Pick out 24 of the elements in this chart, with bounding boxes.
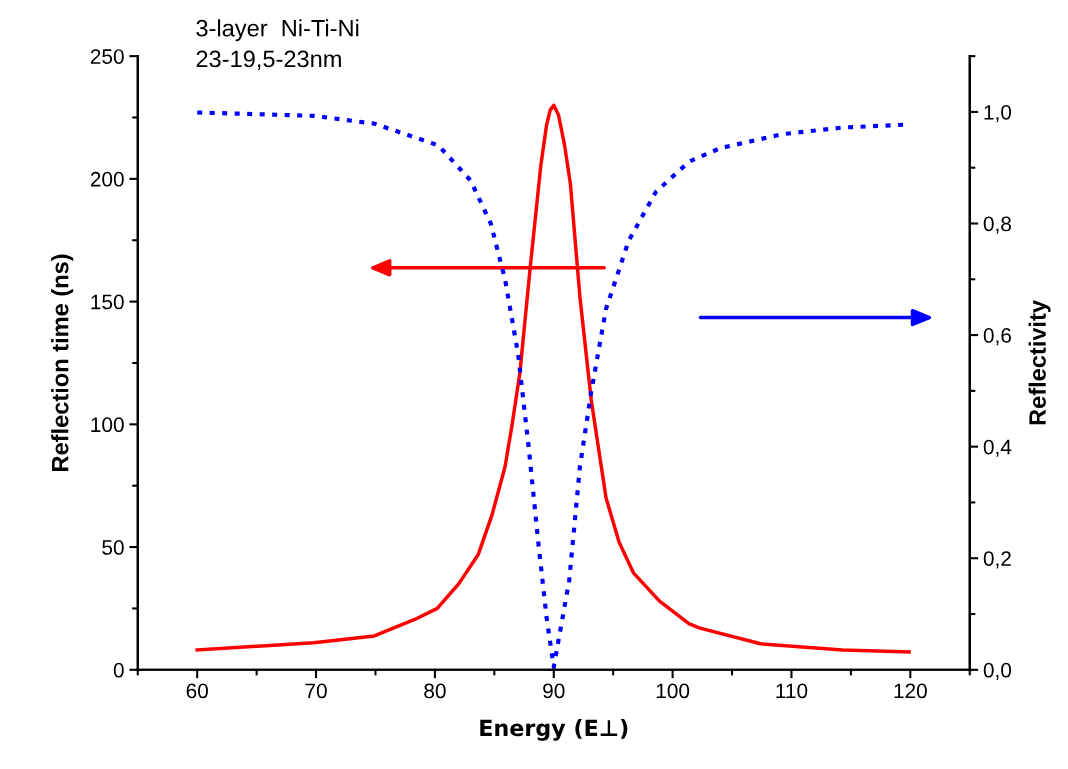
- x-tick-label: 60: [186, 683, 208, 699]
- y-axis-title: Reflection time (ns): [51, 254, 74, 471]
- y-tick-label: 0: [113, 662, 124, 678]
- y-tick-label: 250: [90, 49, 124, 64]
- y2-tick-label: 1,0: [984, 104, 1012, 123]
- chart-subtitle: 23-19,5-23nm: [196, 50, 341, 71]
- chart-title: 3-layer Ni-Ti-Ni: [196, 19, 359, 42]
- x-tick-label: 120: [894, 683, 927, 699]
- y2-tick-label: 0,0: [983, 662, 1012, 681]
- y-tick-label: 50: [102, 540, 124, 555]
- y-tick-label: 150: [91, 294, 124, 310]
- y-tick-label: 200: [90, 171, 124, 187]
- x-axis-title: Energy (E⊥): [480, 719, 628, 741]
- x-tick-label: 110: [776, 683, 808, 699]
- y2-axis-title: Reflectivity: [1028, 300, 1051, 425]
- x-tick-label: 100: [656, 683, 690, 699]
- y2-tick-label: 0,2: [983, 551, 1011, 569]
- y2-tick-label: 0,6: [983, 328, 1011, 346]
- x-tick-label: 70: [305, 683, 327, 699]
- y2-tick-label: 0,8: [983, 216, 1011, 234]
- x-tick-label: 90: [543, 683, 565, 699]
- y-tick-label: 100: [91, 417, 124, 433]
- y2-tick-label: 0,4: [983, 439, 1012, 457]
- x-tick-label: 80: [424, 683, 446, 699]
